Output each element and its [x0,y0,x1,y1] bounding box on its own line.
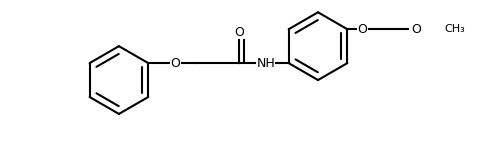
Text: O: O [170,57,180,70]
Text: O: O [234,26,244,39]
Text: O: O [411,23,421,36]
Text: NH: NH [256,57,275,70]
Text: O: O [357,23,367,36]
Text: CH₃: CH₃ [444,24,465,34]
